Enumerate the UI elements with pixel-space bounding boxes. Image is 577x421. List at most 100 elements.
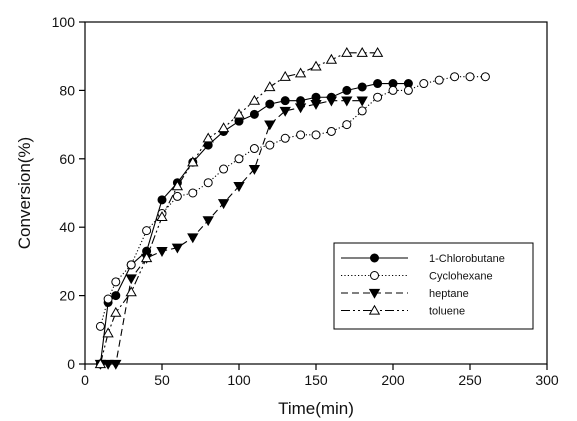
y-tick-label: 100 bbox=[52, 14, 76, 30]
data-point-toluene bbox=[125, 286, 137, 297]
legend: 1-Chlorobutane Cyclohexane heptane toluene bbox=[333, 242, 534, 330]
data-point-toluene bbox=[294, 67, 307, 78]
data-point-heptane bbox=[279, 106, 291, 117]
y-tick-label: 80 bbox=[59, 82, 75, 98]
data-point-1-chlorobutane bbox=[265, 99, 275, 109]
data-point-heptane bbox=[202, 216, 214, 227]
data-point-cyclohexane bbox=[249, 144, 259, 154]
data-point-toluene bbox=[248, 94, 261, 105]
data-point-toluene bbox=[140, 252, 153, 263]
y-tick-label: 40 bbox=[59, 219, 75, 235]
data-point-cyclohexane bbox=[203, 178, 213, 188]
data-point-cyclohexane bbox=[280, 133, 290, 143]
data-point-cyclohexane bbox=[111, 277, 121, 287]
legend-item-cyclohexane: Cyclohexane bbox=[341, 271, 493, 283]
data-point-heptane bbox=[264, 120, 276, 131]
legend-label-cyclohexane: Cyclohexane bbox=[429, 271, 493, 283]
x-axis-title: Time(min) bbox=[278, 399, 354, 418]
legend-marker-heptane bbox=[368, 288, 381, 299]
data-point-cyclohexane bbox=[234, 154, 244, 164]
data-point-heptane bbox=[325, 96, 338, 107]
legend-marker-toluene bbox=[368, 304, 381, 315]
data-point-toluene bbox=[171, 180, 184, 191]
data-point-toluene bbox=[341, 46, 353, 57]
data-point-1-chlorobutane bbox=[157, 195, 167, 205]
legend-box bbox=[333, 242, 534, 330]
data-point-cyclohexane bbox=[434, 75, 444, 85]
data-point-1-chlorobutane bbox=[111, 291, 121, 301]
data-point-heptane bbox=[294, 103, 307, 114]
legend-label-1-chlorobutane: 1-Chlorobutane bbox=[429, 253, 505, 265]
data-point-heptane bbox=[125, 274, 137, 285]
data-point-cyclohexane bbox=[311, 130, 321, 140]
data-point-toluene bbox=[202, 132, 214, 143]
data-point-heptane bbox=[102, 359, 114, 370]
data-point-heptane bbox=[171, 243, 184, 254]
x-tick-label: 0 bbox=[81, 372, 89, 388]
data-point-toluene bbox=[356, 46, 368, 57]
data-point-1-chlorobutane bbox=[373, 79, 383, 89]
data-point-heptane bbox=[156, 247, 168, 257]
data-point-cyclohexane bbox=[357, 106, 367, 116]
data-point-cyclohexane bbox=[373, 92, 383, 102]
data-point-toluene bbox=[325, 53, 338, 64]
x-tick-label: 50 bbox=[154, 372, 170, 388]
data-point-toluene bbox=[371, 46, 384, 57]
x-axis-ticks: 0 50 100 150 200 250 300 bbox=[81, 364, 559, 388]
data-point-cyclohexane bbox=[480, 72, 490, 82]
data-point-toluene bbox=[102, 327, 114, 338]
data-point-toluene bbox=[310, 60, 322, 71]
data-point-heptane bbox=[356, 96, 368, 107]
data-point-toluene bbox=[156, 211, 168, 222]
data-point-toluene bbox=[264, 81, 276, 92]
data-point-toluene bbox=[187, 156, 199, 167]
data-point-cyclohexane bbox=[219, 164, 229, 174]
legend-marker-1-chlorobutane bbox=[370, 253, 379, 263]
legend-marker-cyclohexane bbox=[370, 271, 379, 280]
data-point-cyclohexane bbox=[265, 140, 275, 150]
data-point-heptane bbox=[187, 233, 199, 244]
series-cyclohexane bbox=[95, 72, 490, 331]
legend-item-1-chlorobutane: 1-Chlorobutane bbox=[341, 253, 505, 265]
data-point-cyclohexane bbox=[342, 120, 352, 130]
legend-label-toluene: toluene bbox=[429, 306, 465, 318]
data-point-cyclohexane bbox=[403, 85, 413, 95]
data-point-cyclohexane bbox=[95, 321, 105, 331]
data-point-cyclohexane bbox=[450, 72, 460, 82]
data-point-heptane bbox=[110, 359, 122, 370]
data-point-1-chlorobutane bbox=[357, 82, 367, 92]
data-point-cyclohexane bbox=[419, 79, 429, 89]
data-point-toluene bbox=[217, 122, 230, 133]
data-point-cyclohexane bbox=[188, 188, 198, 198]
data-point-cyclohexane bbox=[126, 260, 136, 270]
x-tick-label: 150 bbox=[304, 372, 328, 388]
data-point-1-chlorobutane bbox=[249, 109, 259, 119]
y-tick-label: 20 bbox=[59, 288, 75, 304]
x-tick-label: 200 bbox=[381, 372, 405, 388]
series-layer bbox=[94, 46, 490, 370]
y-axis-title: Conversion(%) bbox=[15, 137, 34, 249]
data-point-cyclohexane bbox=[296, 130, 306, 140]
data-point-toluene bbox=[233, 108, 245, 119]
data-point-cyclohexane bbox=[103, 294, 113, 304]
data-point-cyclohexane bbox=[172, 191, 182, 201]
legend-item-heptane: heptane bbox=[341, 288, 469, 300]
data-point-heptane bbox=[248, 164, 261, 175]
data-point-heptane bbox=[217, 199, 230, 210]
data-point-toluene bbox=[110, 306, 122, 317]
data-point-cyclohexane bbox=[326, 126, 336, 136]
legend-label-heptane: heptane bbox=[429, 288, 469, 300]
y-tick-label: 60 bbox=[59, 151, 75, 167]
x-tick-label: 100 bbox=[227, 372, 251, 388]
data-point-heptane bbox=[233, 182, 245, 192]
data-point-cyclohexane bbox=[142, 226, 152, 236]
data-point-cyclohexane bbox=[465, 72, 475, 82]
data-point-heptane bbox=[341, 96, 353, 107]
data-point-heptane bbox=[310, 99, 322, 110]
data-point-toluene bbox=[279, 70, 291, 81]
data-point-1-chlorobutane bbox=[342, 85, 352, 95]
series-line-1-chlorobutane bbox=[99, 83, 409, 365]
data-point-cyclohexane bbox=[388, 85, 398, 95]
